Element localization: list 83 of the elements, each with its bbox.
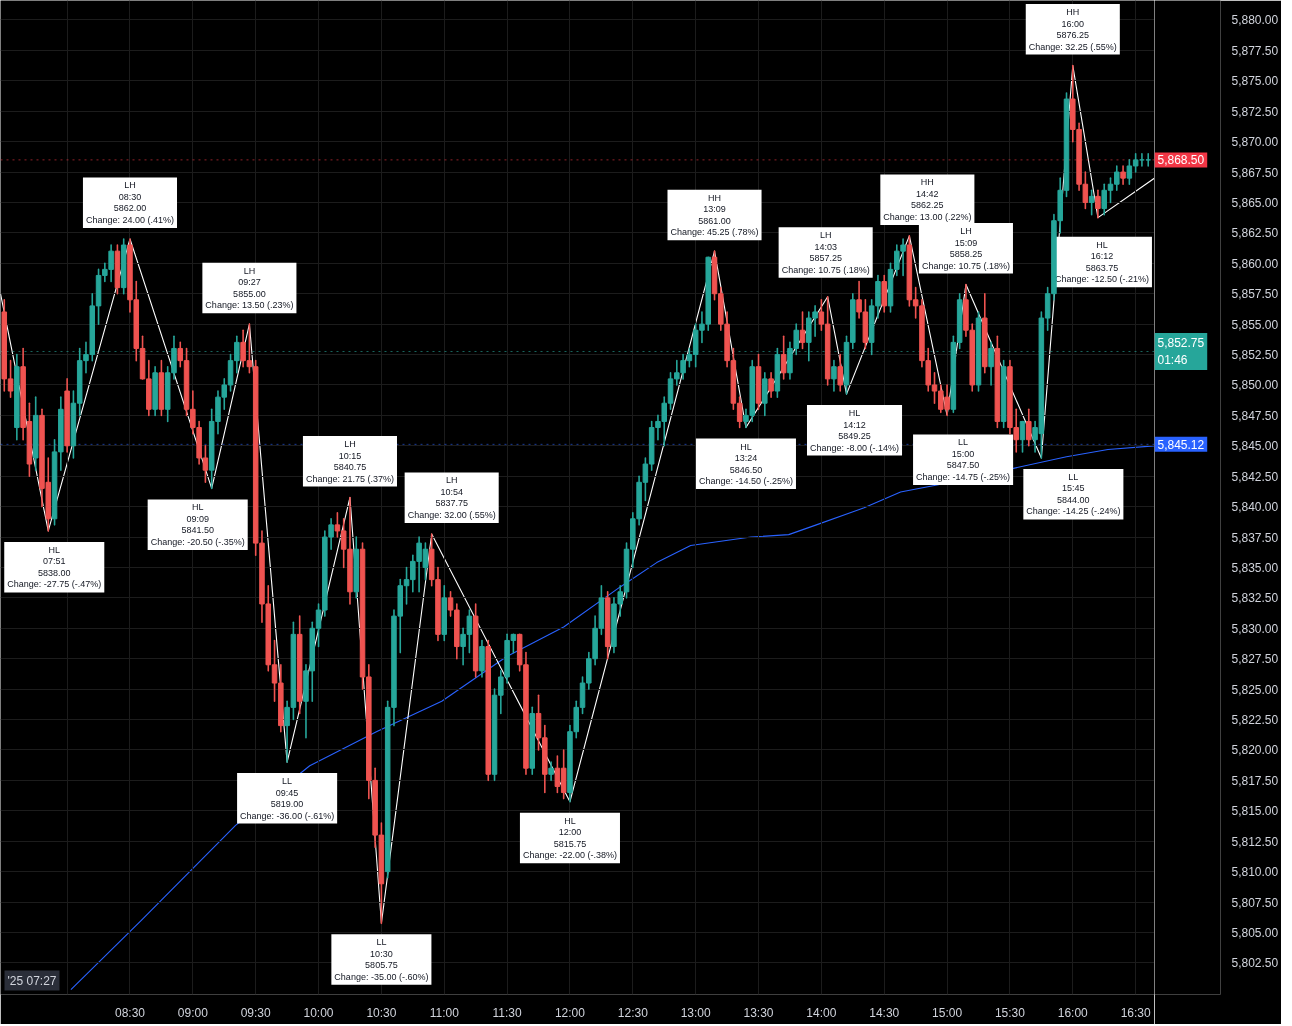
annotation: HH 16:00 5876.25 Change: 32.25 (.55%) [1028,7,1117,52]
y-tick-label: 5,825.00 [1231,682,1279,697]
annotation: LH 10:54 5837.75 Change: 32.00 (.55%) [407,475,496,520]
candlestick [831,359,837,392]
y-tick-label: 5,822.50 [1231,713,1279,728]
y-tick-label: 5,870.00 [1231,135,1279,150]
y-tick-label: 5,815.00 [1231,804,1279,819]
annotation: LH 14:03 5857.25 Change: 10.75 (.18%) [781,230,870,275]
candlestick [837,353,843,392]
x-tick-label: 14:00 [806,1005,837,1020]
annotation: HL 13:24 5846.50 Change: -14.50 (-.25%) [698,441,793,487]
x-tick-label: 15:00 [932,1005,963,1020]
annotation: '25 07:27 [7,973,57,988]
y-tick-label: 5,842.50 [1231,469,1279,484]
y-tick-label: 5,832.50 [1231,591,1279,606]
y-tick-label: 5,820.00 [1231,743,1279,758]
x-tick-label: 08:30 [114,1005,146,1020]
y-tick-label: 5,880.00 [1231,13,1279,28]
y-tick-label: 5,857.50 [1231,287,1279,302]
annotation: LH 10:15 5840.75 Change: 21.75 (.37%) [305,439,394,484]
annotation: LL 15:45 5844.00 Change: -14.25 (-.24%) [1026,471,1121,517]
annotation: HL 12:00 5815.75 Change: -22.00 (-.38%) [522,815,617,861]
candlestick [988,341,994,386]
y-tick-label: 5,827.50 [1231,652,1279,667]
candlestick [1019,420,1026,453]
ref-line-label: 5,868.50 [1157,153,1205,168]
y-tick-label: 5,862.50 [1231,226,1279,241]
annotation: HH 14:42 5862.25 Change: 13.00 (.22%) [883,177,972,222]
y-tick-label: 5,810.00 [1231,865,1279,880]
ref-line-label: 5,852.75 01:46 [1157,336,1205,367]
annotation: HL 07:51 5838.00 Change: -27.75 (-.47%) [7,544,102,590]
x-tick-label: 11:00 [429,1005,460,1020]
ref-line-label: 5,845.12 [1157,437,1205,452]
candlestick [768,371,774,398]
y-tick-label: 5,840.00 [1231,500,1279,515]
annotation: HL 09:09 5841.50 Change: -20.50 (-.35%) [150,502,245,547]
y-tick-label: 5,830.00 [1231,621,1279,636]
y-tick-label: 5,835.00 [1231,560,1279,575]
y-tick-label: 5,867.50 [1231,165,1279,180]
y-tick-label: 5,860.00 [1231,256,1279,271]
y-tick-label: 5,845.00 [1231,439,1279,454]
x-tick-label: 15:30 [994,1005,1026,1020]
x-tick-label: 12:00 [554,1005,586,1020]
y-tick-label: 5,855.00 [1231,317,1279,332]
x-tick-label: 16:30 [1120,1005,1151,1020]
x-tick-label: 14:30 [869,1005,900,1020]
x-tick-label: 13:30 [743,1005,774,1020]
x-tick-label: 16:00 [1057,1005,1089,1020]
y-tick-label: 5,802.50 [1231,956,1279,971]
annotation: LL 15:00 5847.50 Change: -14.75 (-.25%) [916,437,1011,482]
y-tick-label: 5,877.50 [1231,43,1279,58]
y-tick-label: 5,807.50 [1231,895,1279,910]
x-tick-label: 09:00 [177,1005,209,1020]
y-tick-label: 5,805.00 [1231,925,1279,940]
candlestick [1088,189,1095,216]
y-tick-label: 5,872.50 [1231,104,1279,119]
candlestick [780,335,787,380]
y-tick-label: 5,875.00 [1231,74,1279,89]
annotation: LL 10:30 5805.75 Change: -35.00 (-.60%) [334,937,429,982]
candlestick [1120,165,1126,186]
candlestick [1095,189,1101,219]
y-tick-label: 5,850.00 [1231,378,1279,393]
annotation: LH 09:27 5855.00 Change: 13.50 (.23%) [205,265,294,311]
y-tick-label: 5,812.50 [1231,834,1279,849]
x-tick-label: 10:00 [303,1005,334,1020]
y-tick-label: 5,817.50 [1231,773,1279,788]
x-tick-label: 09:30 [240,1005,272,1020]
annotation: HL 14:12 5849.25 Change: -8.00 (-.14%) [809,408,900,453]
annotation: LH 15:09 5858.25 Change: 10.75 (.18%) [921,226,1010,271]
candlestick [799,311,806,350]
y-tick-label: 5,865.00 [1231,195,1279,210]
annotation: HH 13:09 5861.00 Change: 45.25 (.78%) [670,192,759,238]
candlestick [548,761,554,782]
annotation: LH 08:30 5862.00 Change: 24.00 (.41%) [85,180,175,225]
y-tick-label: 5,847.50 [1231,408,1279,423]
x-tick-label: 11:30 [492,1005,522,1020]
y-tick-label: 5,837.50 [1231,530,1279,545]
annotation: LL 09:45 5819.00 Change: -36.00 (-.61%) [240,776,335,821]
x-tick-label: 10:30 [366,1005,397,1020]
x-tick-label: 13:00 [680,1005,712,1020]
candlestick [1026,408,1032,447]
x-tick-label: 12:30 [617,1005,649,1020]
y-tick-label: 5,852.50 [1231,348,1279,363]
